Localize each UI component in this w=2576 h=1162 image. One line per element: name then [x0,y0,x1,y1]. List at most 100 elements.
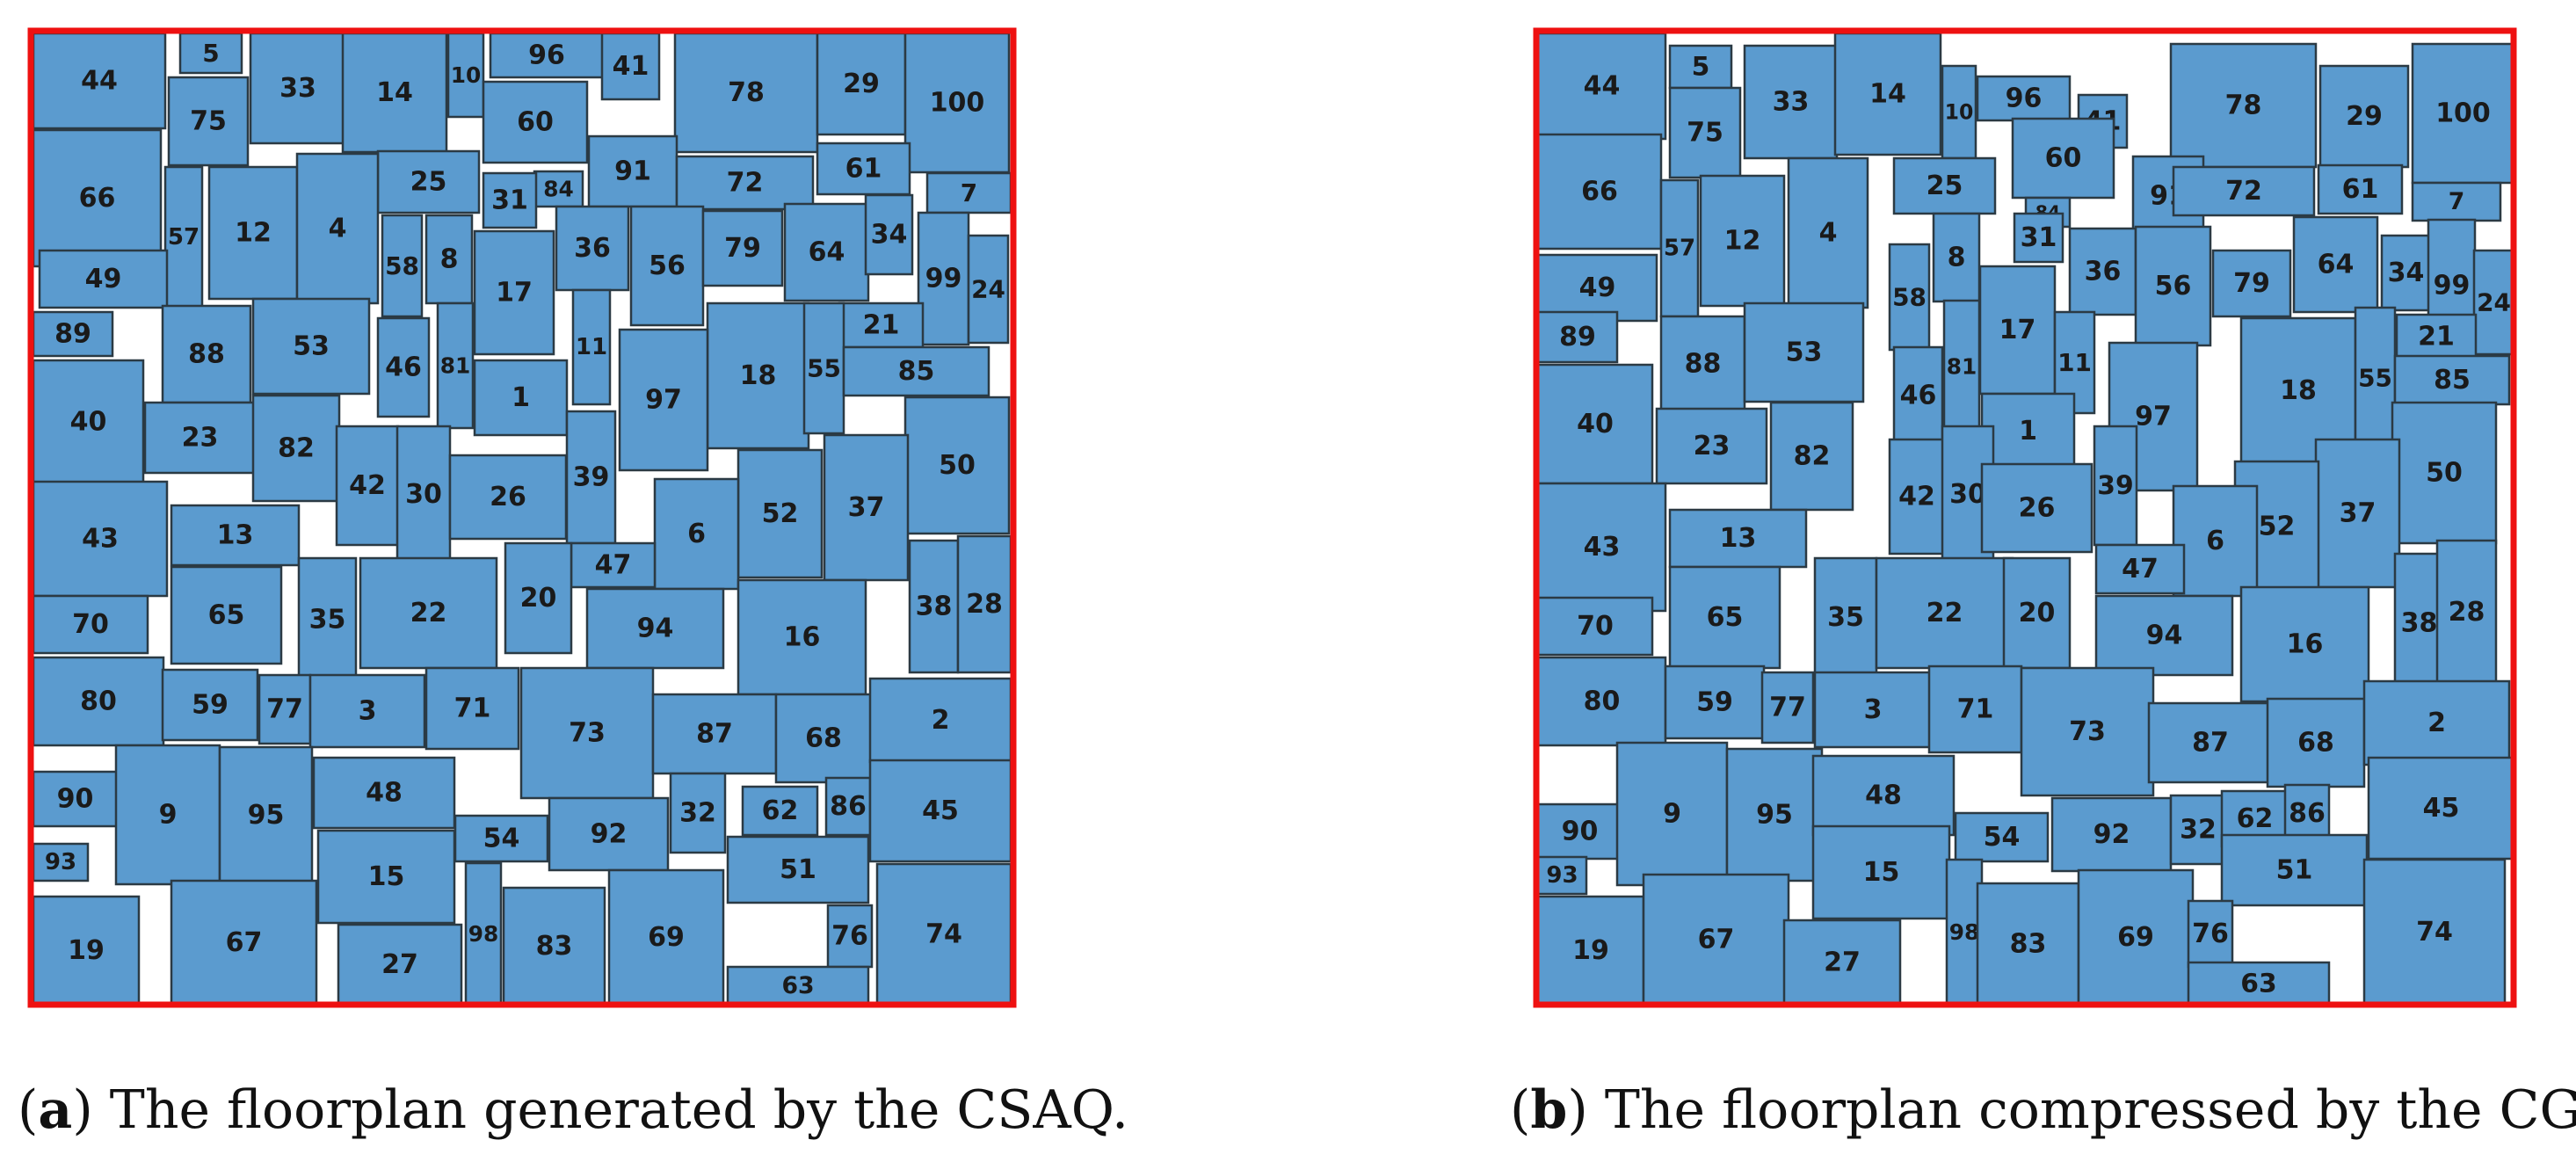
floorplan-a-block [32,310,114,358]
floorplan-a-block-label: 95 [248,800,285,831]
floorplan-a-block-label: 38 [916,592,953,622]
floorplan-a-block-label: 86 [830,791,867,822]
floorplan-a-block-label: 41 [613,51,649,82]
floorplan-a-block-label: 10 [451,62,482,88]
floorplan-a-block-label: 90 [57,784,94,815]
floorplan-b-block-label: 36 [2085,257,2122,287]
floorplan-b-block [2220,833,2369,907]
floorplan-b-block-label: 71 [1957,694,1994,725]
floorplan-a-block-label: 50 [939,450,976,481]
floorplan-b-block [1725,747,1824,882]
floorplan-b-block [1769,401,1854,512]
floorplan-a-boundary [27,27,1017,1008]
floorplan-a-block-label: 22 [410,598,447,628]
floorplan-b-block [1536,310,1619,364]
floorplan-a-block [824,776,872,837]
floorplan-b-block-label: 75 [1687,118,1723,149]
floorplan-b-blocks: 4453314109641782910075606691258472617315… [1536,32,2515,1006]
floorplan-b-block-label: 100 [2435,98,2491,129]
floorplan-b-block [1664,665,1766,740]
floorplan-b-block-label: 13 [1720,523,1757,554]
floorplan-b-block [2435,539,2498,686]
floorplan-b-block [1642,873,1790,1006]
floorplan-b-block [1699,174,1786,308]
floorplan-a-block-label: 82 [278,433,315,464]
floorplan-a-block [774,693,873,784]
floorplan-b-block-label: 48 [1865,781,1902,811]
floorplan-b-block [2393,552,2445,694]
floorplan-b-block-label: 22 [1927,598,1963,628]
floorplan-a-block-label: 9 [159,800,178,831]
floorplan-a-block-label: 81 [440,353,471,379]
floorplan-a-block [903,396,1011,535]
floorplan-b-block [1833,32,1942,156]
floorplan-a-block-label: 20 [520,583,557,614]
floorplan-a-block-label: 53 [293,331,330,362]
floorplan-b-block [1945,858,1984,1006]
floorplan-a-block-label: 35 [309,605,346,635]
floorplan-a-block [864,193,914,276]
floorplan-b-block-label: 23 [1694,431,1731,461]
floorplan-b-block [1668,508,1808,569]
floorplan-b-block [1536,803,1623,861]
floorplan-a-block [295,152,380,305]
floorplan-a-block-label: 2 [932,705,950,736]
floorplan-a-block-label: 67 [226,927,263,958]
floorplan-b-block-label: 78 [2225,91,2262,121]
floorplan-b: 4453314109641782910075606691258472617315… [1533,27,2517,1008]
floorplan-b-block-label: 11 [2057,348,2092,377]
floorplan-b-block-label: 68 [2297,728,2334,759]
floorplan-b-block-label: 77 [1769,693,1806,723]
floorplan-b-block-label: 4 [1819,218,1838,249]
floorplan-a-block-label: 47 [595,550,632,581]
floorplan-a-block-label: 59 [192,690,229,721]
floorplan-a-block-label: 30 [405,479,442,510]
floorplan-a-block-label: 91 [614,156,651,187]
floorplan-a-block-label: 83 [536,931,573,962]
floorplan-a-block-label: 60 [517,107,554,138]
floorplan-b-block-label: 16 [2287,629,2324,660]
floorplan-a-block-label: 88 [188,339,225,370]
floorplan-a-block [502,886,606,1006]
floorplan-a-block [600,32,661,101]
floorplan-b-block-label: 52 [2259,512,2296,542]
floorplan-a-block-label: 74 [925,919,962,950]
floorplan-a-block-label: 61 [845,154,882,185]
floorplan-b-block-label: 25 [1927,171,1963,201]
floorplan-a-block [669,772,727,854]
floorplan-a-block [868,759,1012,863]
floorplan-b-block-label: 20 [2019,598,2056,628]
floorplan-b-block-label: 15 [1863,857,1900,888]
floorplan-b-block [2011,117,2115,200]
floorplan-b-block [1668,86,1742,179]
floorplan-b-block-label: 46 [1900,381,1937,411]
floorplan-a-block [473,229,555,356]
floorplan-a-block-label: 85 [898,356,935,387]
floorplan-a-block-label: 54 [483,824,520,854]
floorplan-a-block [249,32,347,145]
floorplan-a-block-label: 45 [922,795,959,826]
floorplan-b-block-label: 9 [1663,799,1681,830]
floorplan-a-block [706,301,810,450]
floorplan-a-block-label: 49 [85,264,122,294]
floorplan-b-block-label: 47 [2122,554,2159,585]
floorplan-b-block-label: 82 [1794,441,1831,472]
floorplan-a-block-label: 64 [809,237,845,268]
floorplan-b-block-label: 14 [1869,79,1906,110]
floorplan-a-block [675,155,815,211]
floorplan-b-block-label: 24 [2477,288,2511,317]
floorplan-b-block [1655,407,1768,485]
floorplan-a-block [424,666,520,751]
floorplan-a-block [826,904,874,969]
floorplan-a-block [802,301,845,435]
floorplan-a-block-label: 51 [780,854,816,885]
floorplan-a-block-label: 97 [645,385,682,416]
floorplan-b-block-label: 30 [1949,479,1986,510]
floorplan-a-block-label: 21 [863,310,900,341]
floorplan-b-block-label: 70 [1577,611,1614,642]
floorplan-a-block [737,448,824,579]
floorplan-a-block-label: 19 [68,935,105,966]
floorplan-b-block [2093,425,2138,547]
floorplan-b-block-label: 93 [1546,862,1578,889]
caption-b-text: The floorplan compressed by the CG. [1604,1079,2576,1141]
